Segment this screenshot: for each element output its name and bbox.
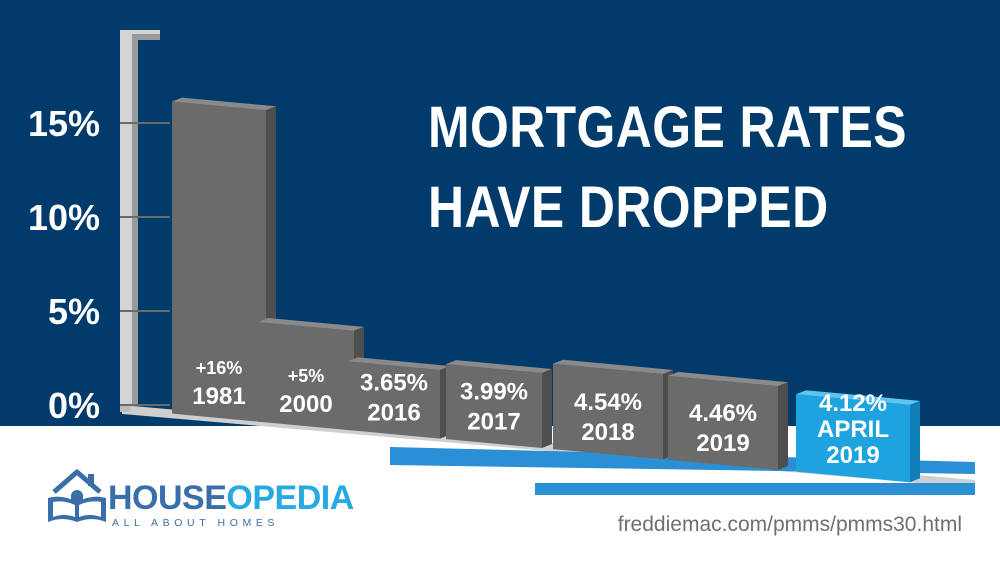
bar-data-label: APRIL <box>817 416 889 443</box>
bar-top <box>553 359 673 374</box>
bar-data-label: 2016 <box>367 399 420 426</box>
headline-line-2: HAVE DROPPED <box>428 175 829 240</box>
bar-data-label: 4.12% <box>819 390 887 417</box>
bar-top <box>258 318 364 331</box>
bar-data-label: +16% <box>196 358 243 378</box>
y-tick-label: 10% <box>28 197 100 238</box>
brand-logo-text: HOUSEOPEDIA <box>108 480 354 516</box>
bar <box>348 361 440 439</box>
bar-group: 4.46% 2019 <box>668 371 788 471</box>
brand-word-1: HOUSE <box>108 479 227 517</box>
bar-group: 3.99% 2017 <box>446 360 552 449</box>
headline-line-1: MORTGAGE RATES <box>428 95 907 160</box>
bar-data-label: 1981 <box>192 383 245 410</box>
brand-word-2: OPEDIA <box>226 479 354 517</box>
bar <box>446 364 542 449</box>
bar <box>258 322 354 431</box>
dark-blue-background <box>0 0 1000 426</box>
bar <box>172 101 266 423</box>
bar-data-label: 2018 <box>581 419 634 446</box>
bar-data-label: 3.65% <box>360 369 428 396</box>
bar-group: 3.65% 2016 <box>348 357 450 439</box>
bar <box>553 363 663 460</box>
bar-top <box>348 357 450 370</box>
bar-top <box>446 360 552 374</box>
y-tick-label: 15% <box>28 103 100 144</box>
bar <box>796 394 910 483</box>
bar-data-label: +5% <box>288 366 325 386</box>
accent-stripe-2 <box>535 483 975 495</box>
bar-top <box>668 371 788 387</box>
brand-tagline: ALL ABOUT HOMES <box>112 517 280 529</box>
bar-group: 4.54% 2018 <box>553 359 673 460</box>
bar-top <box>796 390 920 405</box>
source-url: freddiemac.com/pmms/pmms30.html <box>617 513 962 536</box>
house-logo-icon <box>48 469 106 522</box>
y-tick-label: 5% <box>48 291 100 332</box>
y-tick-label: 0% <box>48 385 100 426</box>
bar-data-label: 4.54% <box>574 389 642 416</box>
headline: MORTGAGE RATES HAVE DROPPED <box>428 88 907 248</box>
y-axis-foot <box>120 405 132 412</box>
bar-data-label: 2019 <box>696 430 749 457</box>
bar-data-label: 2017 <box>467 409 520 436</box>
bar-data-label: 4.46% <box>689 400 757 427</box>
bar-side <box>542 369 552 449</box>
bar-top <box>172 97 276 111</box>
bar-side <box>910 400 920 483</box>
bar-data-label: 2000 <box>279 391 332 418</box>
bar-side <box>778 382 788 471</box>
bar-data-label: 2019 <box>826 442 879 469</box>
bar-data-label: 3.99% <box>460 379 528 406</box>
y-axis-column-side <box>132 34 160 405</box>
bar <box>668 375 778 471</box>
